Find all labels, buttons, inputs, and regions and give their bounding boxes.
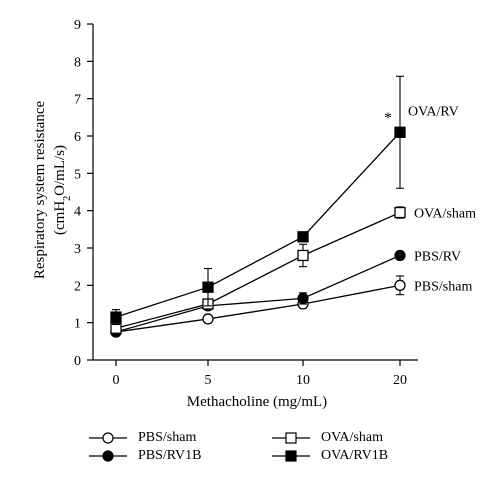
x-tick-label: 5 <box>205 373 212 388</box>
series-layer: PBS/sham PBS/RV OVA/sham OVA/RV <box>110 75 476 338</box>
series-line <box>115 254 401 333</box>
series-line <box>115 211 401 329</box>
legend: PBS/sham OVA/sham PBS/RV1B OVA/RV1B <box>0 420 500 470</box>
series-label: PBS/sham <box>414 279 472 294</box>
data-point <box>394 126 406 138</box>
legend-label: OVA/sham <box>321 430 383 445</box>
filled-square-marker-icon <box>272 450 310 462</box>
data-point <box>394 279 406 291</box>
y-tick-label: 1 <box>74 317 81 332</box>
legend-item-pbs-sham: PBS/sham <box>88 429 196 447</box>
series-ova-rv1b: OVA/RV <box>110 75 459 326</box>
y-tick-label: 9 <box>74 18 81 33</box>
data-point <box>297 292 309 305</box>
y-axis-unit-label: (cmH2O/mL/s) <box>52 145 73 235</box>
significance-star: * <box>384 110 392 127</box>
series-label: OVA/sham <box>414 207 476 222</box>
x-axis-label: Methacholine (mg/mL) <box>187 394 327 410</box>
chart-canvas: 0 1 2 3 4 5 6 7 8 9 0 5 10 20 PBS/sham PBS/RV OVA/sham… <box>32 18 476 410</box>
legend-item-pbs-rv1b: PBS/RV1B <box>88 447 201 465</box>
series-ova-sham: OVA/sham <box>110 206 476 334</box>
series-label: PBS/RV <box>414 249 461 264</box>
y-axis-label: Respiratory system resistance <box>32 101 48 280</box>
series-pbs-rv1b: PBS/RV <box>110 249 461 338</box>
series-line <box>115 131 401 318</box>
y-tick-label: 3 <box>74 242 81 257</box>
x-tick-label: 0 <box>113 373 120 388</box>
y-tick-label: 0 <box>74 354 81 369</box>
data-point <box>110 311 122 323</box>
y-tick-label: 5 <box>74 167 81 182</box>
legend-item-ova-rv1b: OVA/RV1B <box>271 447 388 465</box>
y-tick-label: 4 <box>74 205 81 220</box>
legend-item-ova-sham: OVA/sham <box>271 429 383 447</box>
legend-label: OVA/RV1B <box>321 448 389 463</box>
series-label: OVA/RV <box>408 104 459 119</box>
y-tick-label: 2 <box>74 279 81 294</box>
y-axis: 0 1 2 3 4 5 6 7 8 9 <box>74 18 94 369</box>
x-axis: 0 5 10 20 <box>93 359 418 388</box>
data-point <box>297 231 309 243</box>
data-point <box>202 313 214 325</box>
y-tick-label: 8 <box>74 55 81 70</box>
legend-label: PBS/sham <box>138 430 197 445</box>
open-circle-marker-icon <box>89 432 127 444</box>
data-point <box>297 249 309 262</box>
series-line <box>115 284 401 333</box>
filled-circle-marker-icon <box>89 450 127 462</box>
annotation-layer: * <box>384 110 392 127</box>
data-point <box>394 206 406 219</box>
x-tick-label: 10 <box>296 373 310 388</box>
x-tick-label: 20 <box>393 373 407 388</box>
open-square-marker-icon <box>272 432 310 444</box>
data-point <box>394 249 406 262</box>
y-tick-label: 7 <box>74 93 81 108</box>
series-pbs-sham: PBS/sham <box>110 275 472 338</box>
y-tick-label: 6 <box>74 130 81 145</box>
legend-label: PBS/RV1B <box>138 448 202 463</box>
data-point <box>202 281 214 293</box>
